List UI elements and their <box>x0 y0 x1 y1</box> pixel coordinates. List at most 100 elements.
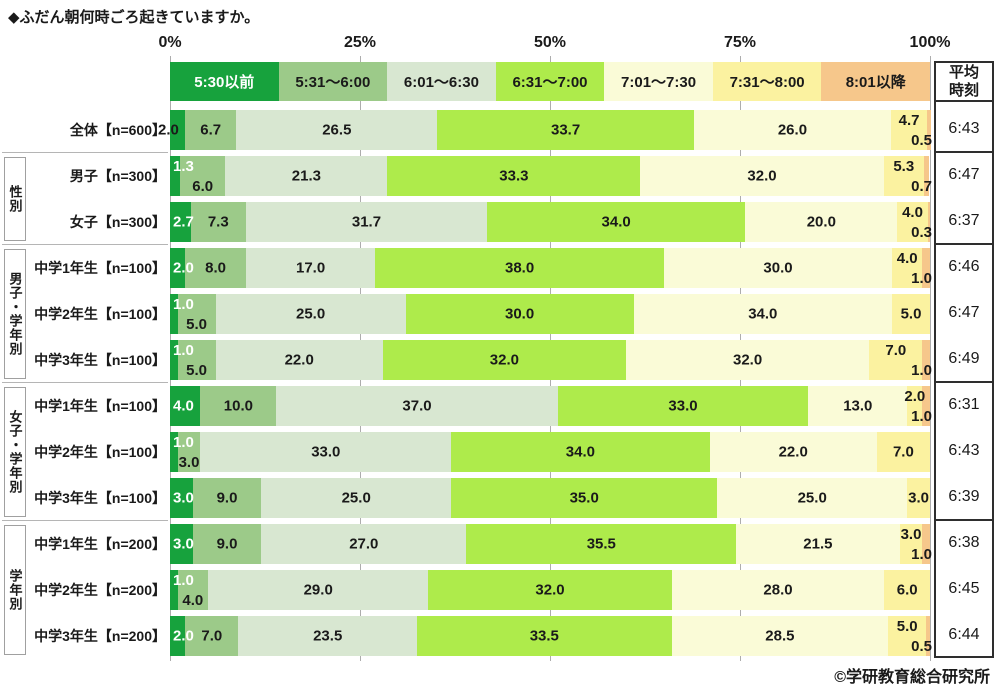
avg-column-separator <box>935 151 993 153</box>
bar-segment <box>625 340 870 380</box>
bar-segment <box>808 386 908 426</box>
bar-row: 2.7 7.3 31.7 34.0 20.0 4.0 0.3 <box>170 202 932 242</box>
bar-row: 1.0 5.0 25.0 30.0 34.0 5.0 <box>170 294 930 334</box>
segment-value-label: 35.0 <box>569 489 599 507</box>
group-label-box: 性別 <box>4 157 26 241</box>
bar-segment <box>170 478 193 518</box>
bar-segment <box>671 616 889 656</box>
segment-value-label: 3.0 <box>900 526 922 543</box>
segment-value-label: 28.5 <box>765 627 795 645</box>
segment-value-label: 5.3 <box>893 158 915 175</box>
bar-row: 1.3 6.0 21.3 33.3 32.0 5.3 0.7 <box>170 156 932 196</box>
segment-value-label: 2.7 <box>173 213 194 231</box>
segment-value-label: 6.0 <box>896 581 918 599</box>
group-label: 男子・学年別 <box>7 272 23 356</box>
bar-segment <box>177 432 201 472</box>
bar-segment <box>907 386 923 426</box>
group-label: 女子・学年別 <box>7 410 23 494</box>
segment-value-label: 4.0 <box>182 592 204 609</box>
segment-value-label: 0.3 <box>911 224 932 241</box>
segment-value-label: 29.0 <box>303 581 333 599</box>
bar-segment <box>225 156 388 196</box>
bar-segment <box>170 156 180 196</box>
bar-segment <box>192 524 262 564</box>
bar-segment <box>891 294 930 334</box>
segment-value-label: 3.0 <box>173 535 194 553</box>
segment-value-label: 1.0 <box>911 408 932 425</box>
avg-header-separator <box>935 100 993 102</box>
segment-value-label: 1.3 <box>173 158 194 175</box>
bar-segment <box>179 156 226 196</box>
segment-value-label: 30.0 <box>504 305 535 323</box>
bar-segment <box>891 248 923 288</box>
segment-value-label: 9.0 <box>216 489 238 507</box>
bar-segment <box>922 248 930 288</box>
bar-segment <box>190 202 246 242</box>
row-label: 女子【n=300】 <box>69 214 166 230</box>
segment-value-label: 26.5 <box>322 121 352 139</box>
bar-segment <box>405 294 634 334</box>
segment-value-label: 1.0 <box>911 270 932 287</box>
bar-segment <box>170 386 201 426</box>
bar-segment <box>451 478 718 518</box>
segment-value-label: 32.0 <box>535 581 565 599</box>
avg-time-value: 6:46 <box>948 258 980 275</box>
gridline-100pct <box>930 56 931 661</box>
row-label: 全体【n=600】 <box>69 122 166 138</box>
row-label: 中学1年生【n=100】 <box>34 260 166 276</box>
row-label: 中学3年生【n=100】 <box>34 352 166 368</box>
legend-item: 5:30以前 <box>170 62 279 101</box>
segment-value-label: 1.0 <box>911 546 932 563</box>
segment-value-label: 17.0 <box>295 259 326 277</box>
legend-item: 6:01～6:30 <box>387 62 496 101</box>
segment-value-label: 34.0 <box>565 443 595 461</box>
segment-value-label: 5.0 <box>900 305 922 323</box>
bar-segment <box>185 616 239 656</box>
segment-value-label: 38.0 <box>504 259 535 277</box>
bar-segment <box>717 478 908 518</box>
legend-item: 5:31～6:00 <box>278 62 388 101</box>
x-axis-tick-label: 75% <box>723 34 757 51</box>
bar-row: 2.0 7.0 23.5 33.5 28.5 5.0 0.5 <box>170 616 932 656</box>
bar-segment <box>170 340 178 380</box>
segment-value-label: 33.7 <box>550 121 581 139</box>
bar-row: 1.0 5.0 22.0 32.0 32.0 7.0 1.0 <box>170 340 932 380</box>
bar-segment <box>927 202 930 242</box>
bar-segment <box>261 524 467 564</box>
x-axis-tick-label: 50% <box>533 34 567 51</box>
row-label: 中学3年生【n=200】 <box>34 628 166 644</box>
segment-value-label: 2.0 <box>173 627 194 645</box>
bar-segment <box>170 524 193 564</box>
segment-value-label: 4.0 <box>902 204 923 221</box>
bar-segment <box>245 248 376 288</box>
average-time-column-box <box>934 61 994 658</box>
bar-segment <box>215 340 383 380</box>
segment-value-label: 0.5 <box>911 638 932 655</box>
bar-segment <box>640 156 884 196</box>
x-axis-tick-label: 25% <box>343 34 377 51</box>
bar-segment <box>170 432 178 472</box>
bar-segment <box>888 616 927 656</box>
bar-segment <box>207 570 429 610</box>
bar-segment <box>170 202 191 242</box>
segment-value-label: 28.0 <box>763 581 793 599</box>
segment-value-label: 22.0 <box>284 351 314 369</box>
avg-time-value: 6:43 <box>948 120 980 137</box>
segment-value-label: 2.0 <box>173 259 194 277</box>
segment-value-label: 33.0 <box>668 397 698 415</box>
average-time-column-header: 平均 時刻 <box>934 61 994 102</box>
bar-row: 3.0 9.0 25.0 35.0 25.0 3.0 <box>170 478 930 518</box>
segment-value-label: 0.7 <box>911 178 932 195</box>
segment-value-label: 7.0 <box>201 627 223 645</box>
segment-value-label: 1.0 <box>173 572 194 589</box>
bar-segment <box>170 294 178 334</box>
bar-segment <box>236 110 438 150</box>
avg-column-separator <box>935 243 993 245</box>
bar-segment <box>663 248 892 288</box>
group-label: 性別 <box>7 185 23 213</box>
group-separator-line <box>2 520 168 521</box>
segment-value-label: 5.0 <box>896 618 918 635</box>
segment-value-label: 20.0 <box>806 213 836 231</box>
group-separator-line <box>2 382 168 383</box>
